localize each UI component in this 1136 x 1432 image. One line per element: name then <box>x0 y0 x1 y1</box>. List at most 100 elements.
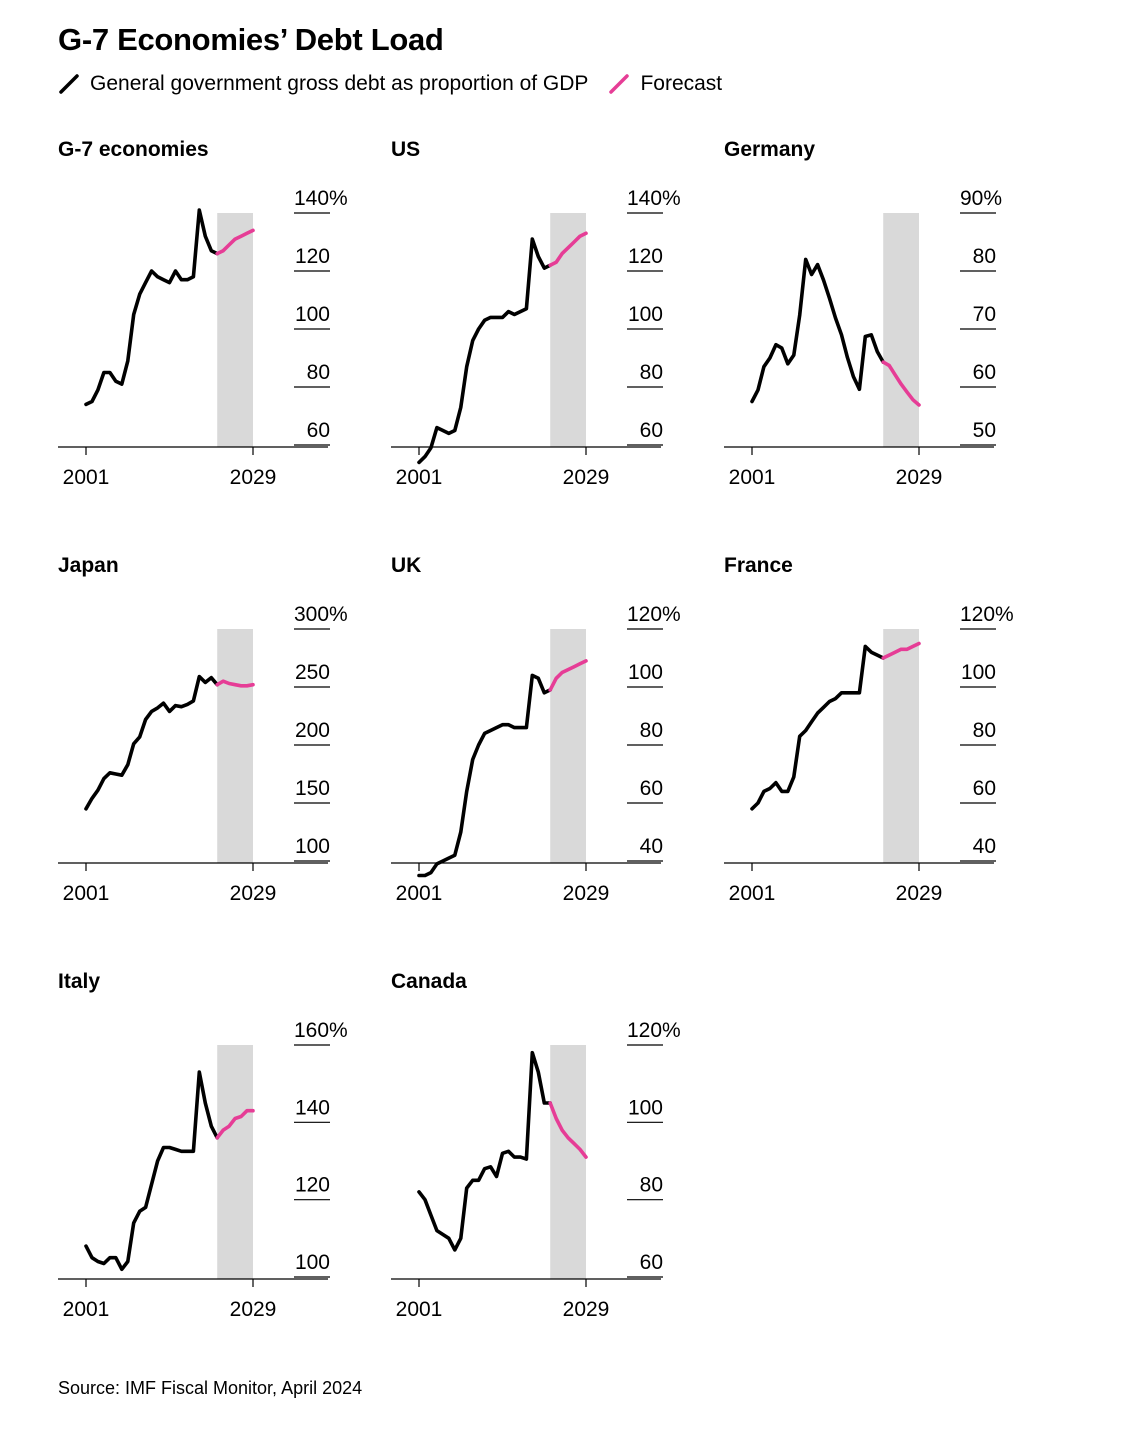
chart-title: Japan <box>58 554 119 577</box>
forecast-shade <box>883 213 919 447</box>
y-tick-label: 120% <box>627 603 681 626</box>
y-tick-label: 80 <box>973 719 996 742</box>
chart-title: France <box>724 554 793 577</box>
forecast-shade <box>217 213 253 447</box>
forecast-line <box>215 679 255 688</box>
y-tick-label: 120 <box>295 245 330 268</box>
y-tick-label: 60 <box>973 777 996 800</box>
y-tick-label: 160% <box>294 1019 348 1042</box>
forecast-shade <box>883 629 919 863</box>
forecast-line <box>548 659 588 692</box>
x-tick-label: 2001 <box>729 466 776 489</box>
forecast-line <box>548 1101 588 1159</box>
y-tick-label: 80 <box>640 719 663 742</box>
forecast-shade <box>550 213 586 447</box>
chart-title: Germany <box>724 138 815 161</box>
x-tick-label: 2001 <box>396 882 443 905</box>
forecast-line <box>215 228 255 256</box>
chart-panel: UK 40 60 80 100 120% 2001 2029 <box>391 554 681 905</box>
y-tick-label: 60 <box>973 361 996 384</box>
y-tick-label: 100 <box>295 1251 330 1274</box>
y-tick-label: 140% <box>294 187 348 210</box>
y-tick-label: 40 <box>640 835 663 858</box>
y-tick-label: 100 <box>961 661 996 684</box>
y-tick-label: 150 <box>295 777 330 800</box>
forecast-shade <box>217 629 253 863</box>
legend: General government gross debt as proport… <box>58 70 722 98</box>
x-tick-label: 2001 <box>396 1298 443 1321</box>
y-tick-label: 300% <box>294 603 348 626</box>
chart-title: UK <box>391 554 421 577</box>
y-tick-label: 100 <box>628 661 663 684</box>
actual-line-key-icon <box>59 74 79 94</box>
y-tick-label: 90% <box>960 187 1002 210</box>
x-tick-label: 2001 <box>396 466 443 489</box>
actual-line <box>84 1070 219 1272</box>
y-tick-label: 250 <box>295 661 330 684</box>
y-tick-label: 50 <box>973 419 996 442</box>
y-tick-label: 140% <box>627 187 681 210</box>
y-tick-label: 120% <box>960 603 1014 626</box>
y-tick-label: 120 <box>628 245 663 268</box>
y-tick-label: 70 <box>973 303 996 326</box>
chart-title: G-7 economies <box>58 138 209 161</box>
actual-line <box>417 1050 552 1252</box>
forecast-line <box>215 1108 255 1140</box>
chart-title: Italy <box>58 970 100 993</box>
forecast-line <box>548 231 588 267</box>
chart-panel: Germany 50 60 70 80 90% 2001 2029 <box>724 138 1002 489</box>
x-tick-label: 2029 <box>230 1298 277 1321</box>
y-tick-label: 120 <box>295 1174 330 1197</box>
y-tick-label: 60 <box>640 419 663 442</box>
y-tick-label: 60 <box>640 1251 663 1274</box>
source-note: Source: IMF Fiscal Monitor, April 2024 <box>58 1378 363 1398</box>
chart-panel: Canada 60 80 100 120% 2001 2029 <box>391 970 681 1321</box>
y-tick-label: 140 <box>295 1096 330 1119</box>
y-tick-label: 60 <box>307 419 330 442</box>
y-tick-label: 60 <box>640 777 663 800</box>
chart-title: Canada <box>391 970 467 993</box>
forecast-shade <box>217 1045 253 1279</box>
forecast-line-key-icon <box>609 74 630 94</box>
y-tick-label: 100 <box>295 303 330 326</box>
actual-line <box>417 237 552 465</box>
x-tick-label: 2001 <box>63 882 110 905</box>
actual-line <box>750 257 885 404</box>
y-tick-label: 200 <box>295 719 330 742</box>
y-tick-label: 80 <box>640 1174 663 1197</box>
y-tick-label: 100 <box>628 303 663 326</box>
actual-line <box>750 644 885 811</box>
x-tick-label: 2001 <box>63 1298 110 1321</box>
y-tick-label: 80 <box>307 361 330 384</box>
x-tick-label: 2029 <box>563 466 610 489</box>
x-tick-label: 2029 <box>230 882 277 905</box>
forecast-shade <box>550 1045 586 1279</box>
actual-line <box>84 674 219 811</box>
actual-line <box>417 673 552 878</box>
x-tick-label: 2029 <box>896 466 943 489</box>
chart-panel: France 40 60 80 100 120% 2001 2029 <box>724 554 1014 905</box>
x-tick-label: 2029 <box>563 1298 610 1321</box>
y-tick-label: 80 <box>640 361 663 384</box>
actual-line <box>84 208 219 407</box>
forecast-line <box>881 641 921 660</box>
x-tick-label: 2029 <box>230 466 277 489</box>
y-tick-label: 100 <box>628 1096 663 1119</box>
forecast-line <box>881 360 921 407</box>
chart-panel: US 60 80 100 120 140% 2001 2029 <box>391 138 681 489</box>
x-tick-label: 2001 <box>729 882 776 905</box>
y-tick-label: 80 <box>973 245 996 268</box>
chart-panel: Japan 100 150 200 250 300% 2001 2029 <box>58 554 348 905</box>
chart-title: US <box>391 138 420 161</box>
y-tick-label: 120% <box>627 1019 681 1042</box>
y-tick-label: 40 <box>973 835 996 858</box>
legend-forecast-label: Forecast <box>640 72 723 95</box>
chart-panel: Italy 100 120 140 160% 2001 2029 <box>58 970 348 1321</box>
legend-actual-label: General government gross debt as proport… <box>90 72 589 95</box>
x-tick-label: 2029 <box>563 882 610 905</box>
x-tick-label: 2001 <box>63 466 110 489</box>
page-title: G-7 Economies’ Debt Load <box>58 22 444 57</box>
chart-panel: G-7 economies 60 80 100 120 140% 2001 2029 <box>58 138 348 489</box>
y-tick-label: 100 <box>295 835 330 858</box>
